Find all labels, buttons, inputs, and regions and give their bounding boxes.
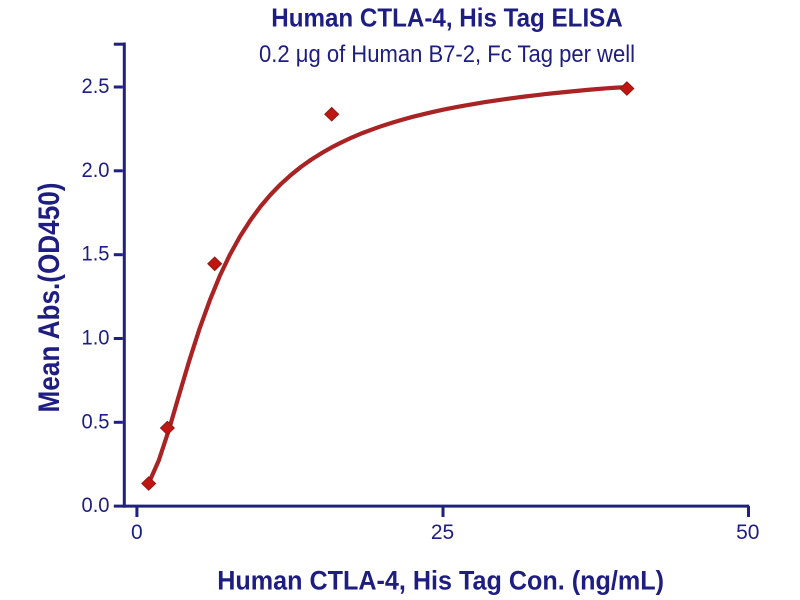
svg-text:0.5: 0.5 bbox=[82, 410, 110, 433]
svg-text:Human CTLA-4, His Tag ELISA: Human CTLA-4, His Tag ELISA bbox=[271, 3, 623, 33]
svg-text:50: 50 bbox=[736, 521, 759, 544]
svg-text:2.5: 2.5 bbox=[82, 75, 110, 98]
svg-text:Mean Abs.(OD450): Mean Abs.(OD450) bbox=[33, 183, 66, 413]
svg-text:0: 0 bbox=[131, 521, 143, 544]
svg-text:Human CTLA-4, His Tag Con. (ng: Human CTLA-4, His Tag Con. (ng/mL) bbox=[217, 566, 664, 596]
svg-text:1.5: 1.5 bbox=[82, 243, 110, 266]
svg-text:0.0: 0.0 bbox=[82, 494, 110, 517]
svg-text:2.0: 2.0 bbox=[82, 159, 110, 182]
svg-text:0.2 μg of Human B7-2, Fc Tag p: 0.2 μg of Human B7-2, Fc Tag per well bbox=[259, 41, 635, 68]
svg-text:25: 25 bbox=[431, 521, 454, 544]
svg-text:1.0: 1.0 bbox=[82, 327, 110, 350]
